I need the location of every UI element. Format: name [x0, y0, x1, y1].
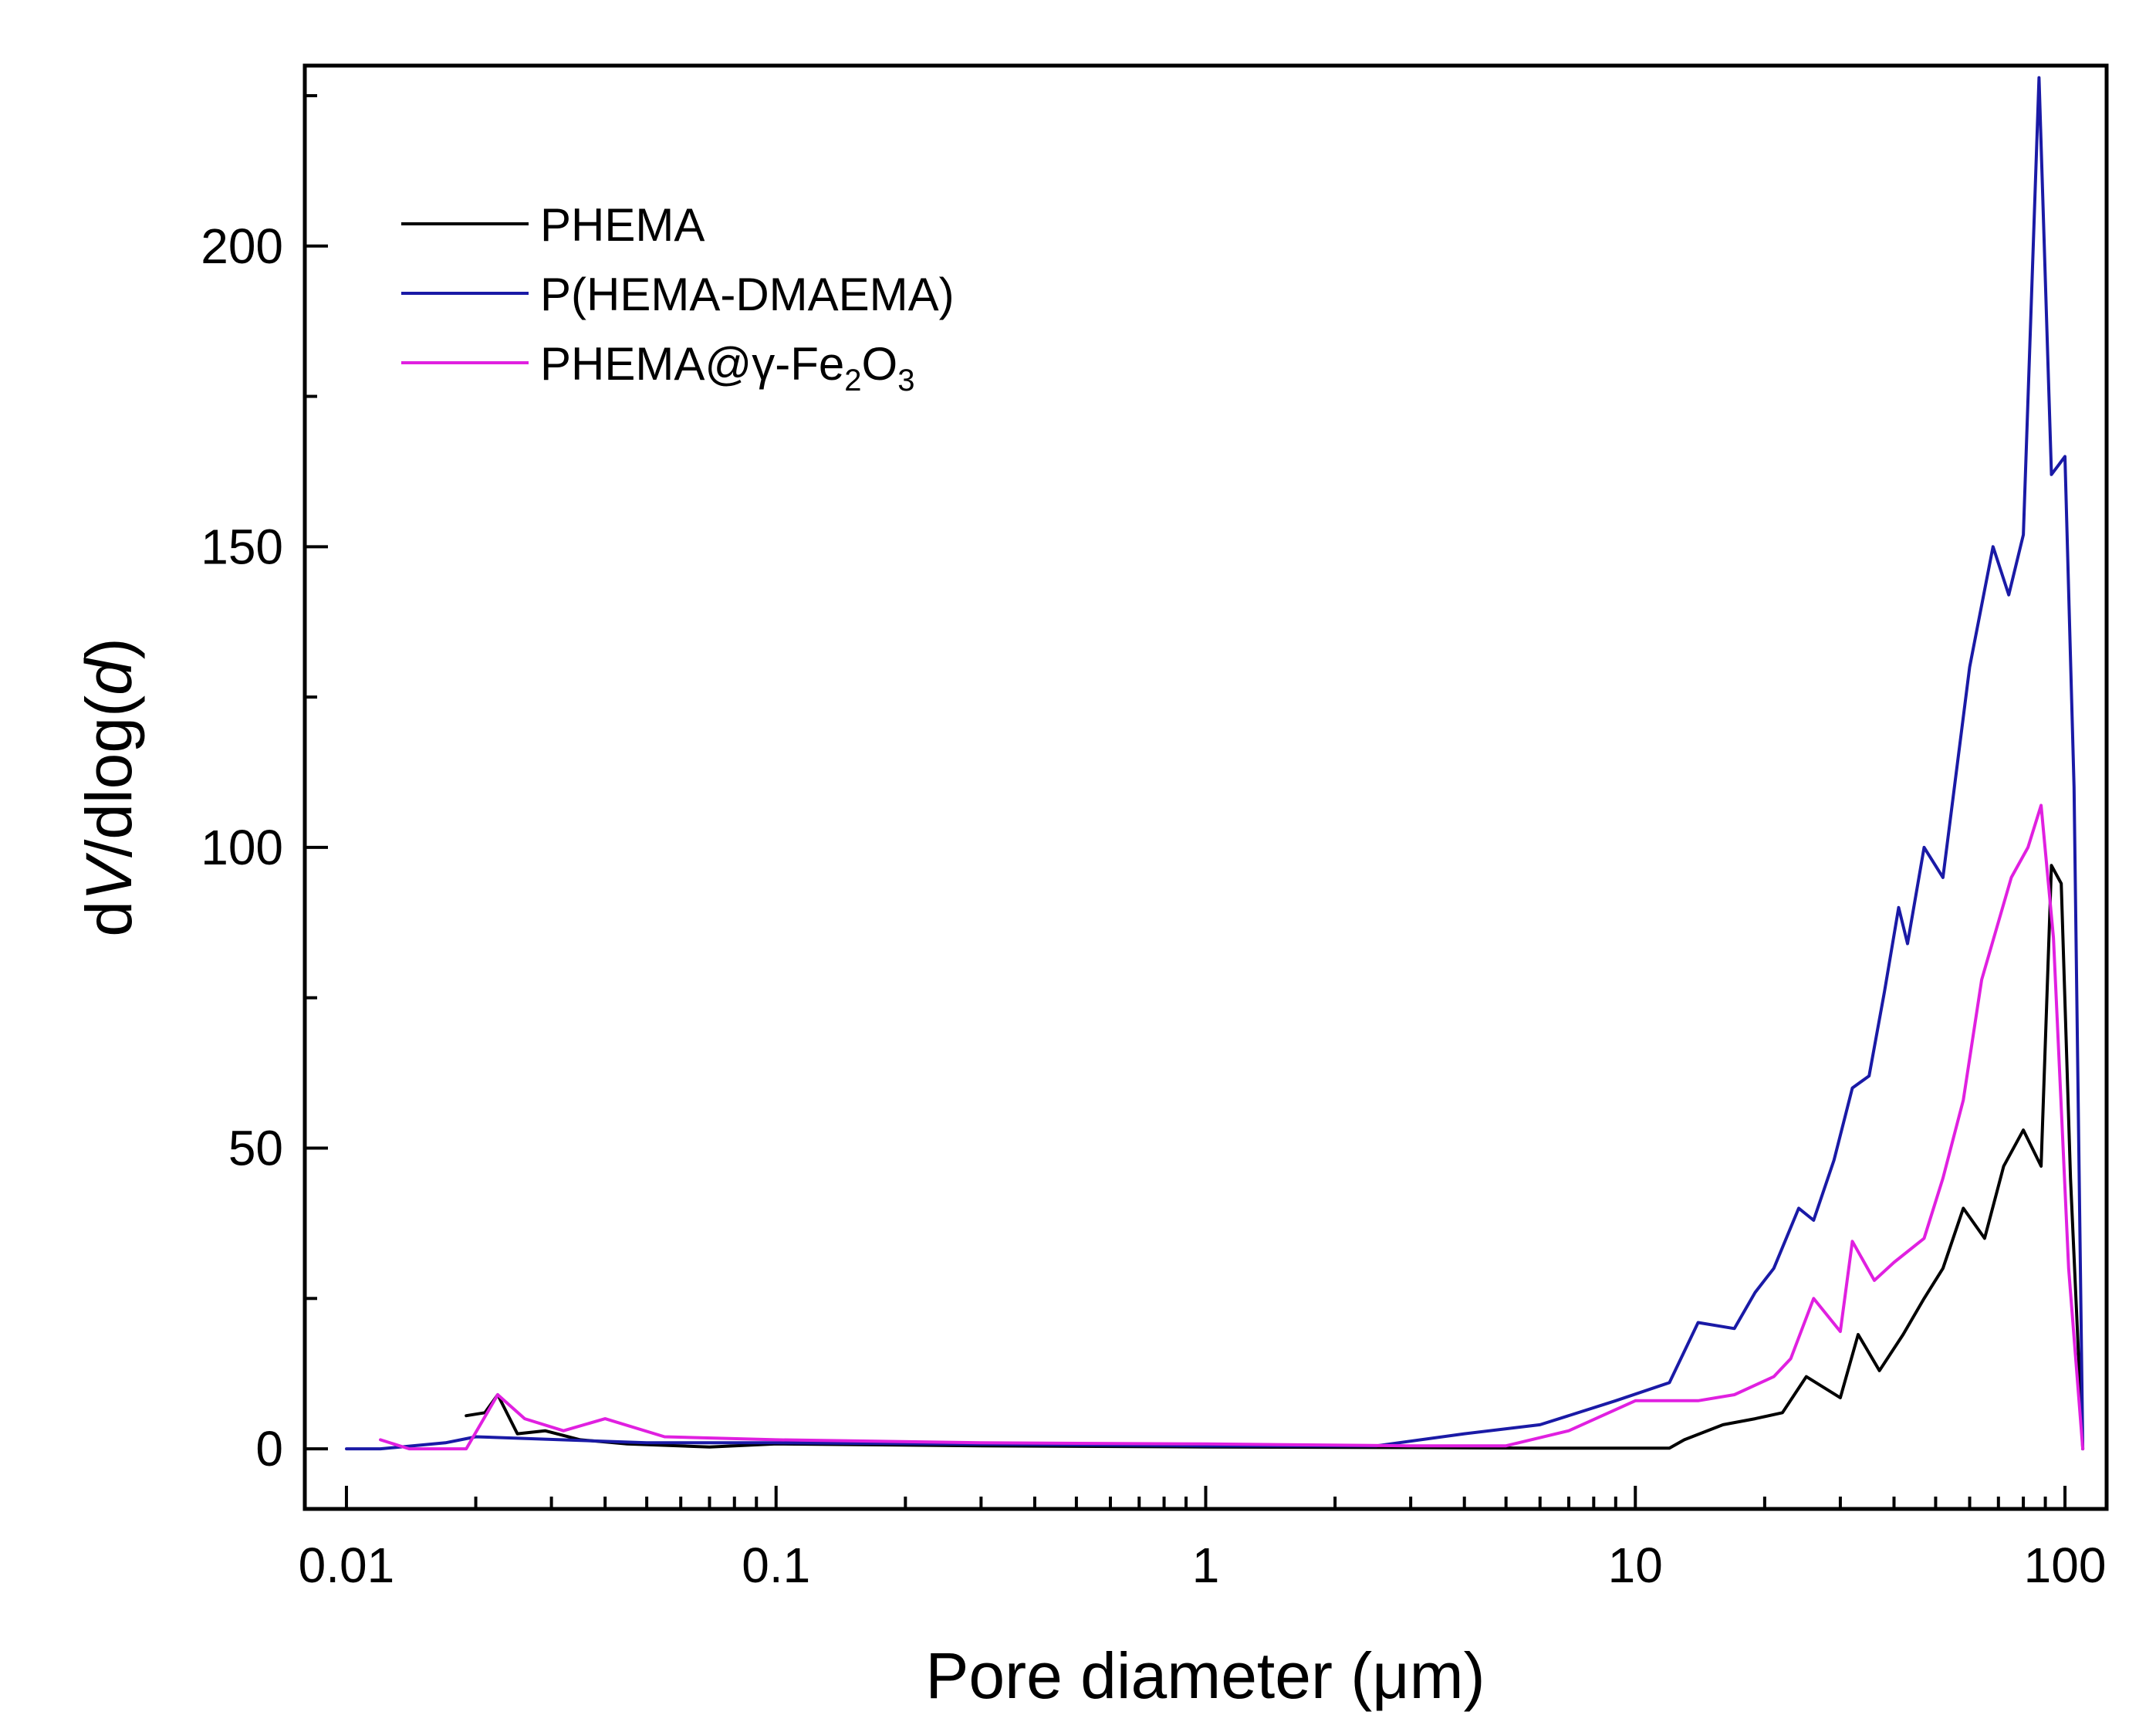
x-tick-label: 0.1	[742, 1537, 810, 1593]
series-line-1	[345, 76, 2085, 1451]
series-line-2	[379, 803, 2085, 1451]
y-tick-label: 200	[201, 218, 283, 274]
y-axis-title: dV/dlog(d)	[73, 638, 145, 937]
series-layer	[345, 76, 2085, 1451]
legend-label-phema-fe2o3-mid: O	[862, 338, 898, 390]
y-tick-label: 100	[201, 820, 283, 875]
x-axis-title: Pore diameter (μm)	[925, 1639, 1485, 1712]
x-tick-label: 10	[1608, 1537, 1663, 1593]
legend-label-phema-fe2o3-sub1: 2	[844, 364, 861, 397]
y-tick-label: 150	[201, 519, 283, 574]
y-tick-label: 50	[228, 1121, 283, 1176]
legend-label-p-hema-dmaema: P(HEMA-DMAEMA)	[540, 269, 955, 320]
legend-label-phema: PHEMA	[540, 199, 705, 251]
y-axis-title-d: d	[73, 658, 145, 695]
y-axis-title-suffix: )	[73, 638, 145, 659]
y-axis-ticks: 0 50 100 150 200	[201, 93, 328, 1477]
legend-label-phema-fe2o3-sub2: 3	[897, 364, 914, 397]
x-tick-label: 100	[2024, 1537, 2107, 1593]
legend-label-phema-fe2o3-base: PHEMA@γ-Fe	[540, 338, 844, 390]
y-axis-title-middle: /dlog(	[73, 695, 145, 858]
x-axis-ticks: 0.01 0.1 1 10 100	[299, 1486, 2107, 1593]
legend: PHEMA P(HEMA-DMAEMA) PHEMA@γ-Fe2O3	[401, 199, 955, 397]
x-tick-label: 1	[1192, 1537, 1220, 1593]
y-axis-title-prefix: d	[73, 901, 145, 937]
y-tick-label: 0	[255, 1421, 283, 1477]
legend-label-phema-fe2o3: PHEMA@γ-Fe2O3	[540, 338, 914, 397]
y-axis-title-v: V	[73, 852, 145, 901]
series-line-0	[465, 864, 2085, 1451]
x-tick-label: 0.01	[299, 1537, 395, 1593]
